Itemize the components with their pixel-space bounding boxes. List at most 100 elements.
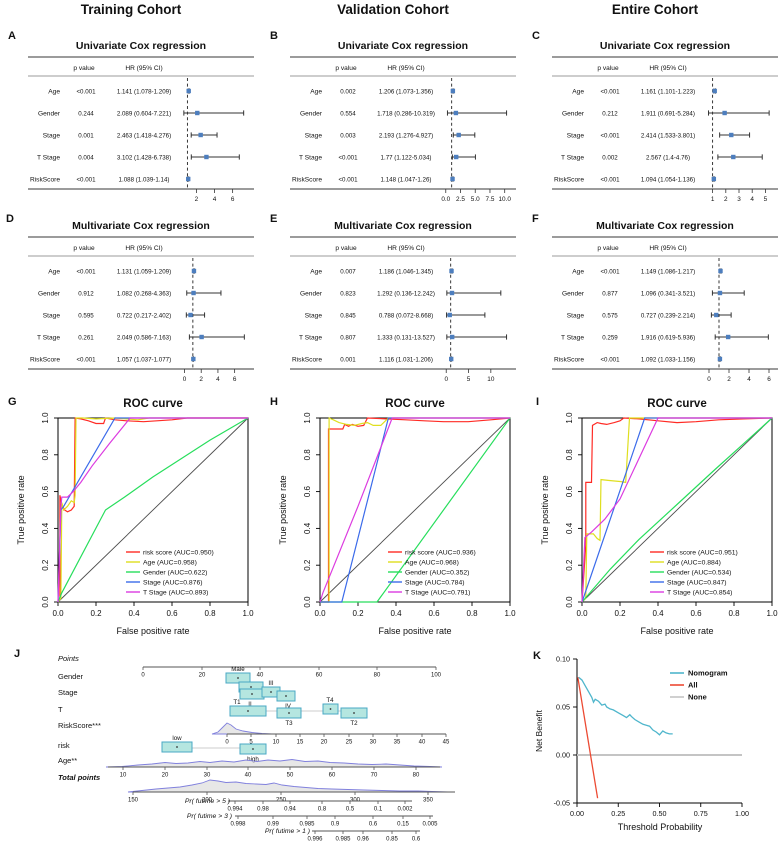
svg-text:1.206 (1.073-1.356): 1.206 (1.073-1.356) bbox=[379, 88, 433, 95]
svg-text:Univariate Cox regression: Univariate Cox regression bbox=[76, 40, 206, 52]
svg-text:80: 80 bbox=[413, 773, 420, 779]
svg-text:Total points: Total points bbox=[58, 773, 100, 782]
svg-text:0.6: 0.6 bbox=[412, 837, 421, 841]
svg-text:25: 25 bbox=[346, 740, 353, 746]
svg-text:<0.001: <0.001 bbox=[76, 176, 96, 183]
svg-text:False positive rate: False positive rate bbox=[116, 626, 189, 636]
svg-text:1.088 (1.039-1.14): 1.088 (1.039-1.14) bbox=[119, 176, 170, 183]
svg-text:Stage: Stage bbox=[305, 312, 323, 319]
svg-text:T4: T4 bbox=[326, 697, 334, 704]
svg-text:1.092 (1.033-1.156): 1.092 (1.033-1.156) bbox=[641, 356, 695, 363]
svg-text:T3: T3 bbox=[285, 720, 293, 727]
svg-text:0.0: 0.0 bbox=[303, 596, 312, 608]
svg-text:Gender: Gender bbox=[300, 290, 323, 297]
svg-text:high: high bbox=[247, 756, 259, 763]
svg-text:0.595: 0.595 bbox=[78, 312, 94, 319]
svg-text:0.9: 0.9 bbox=[331, 822, 340, 828]
svg-text:Age: Age bbox=[48, 88, 60, 95]
svg-text:6: 6 bbox=[231, 196, 235, 203]
svg-text:Gender: Gender bbox=[562, 290, 585, 297]
svg-text:0: 0 bbox=[183, 376, 187, 383]
svg-text:2: 2 bbox=[195, 196, 199, 203]
svg-text:0.212: 0.212 bbox=[602, 110, 618, 117]
svg-text:Multivariate Cox regression: Multivariate Cox regression bbox=[72, 220, 210, 232]
svg-text:ROC curve: ROC curve bbox=[385, 398, 444, 410]
svg-text:1.0: 1.0 bbox=[565, 412, 574, 424]
svg-text:0.10: 0.10 bbox=[556, 655, 570, 664]
svg-text:RiskScore: RiskScore bbox=[554, 176, 584, 183]
svg-text:T Stage: T Stage bbox=[561, 154, 584, 161]
svg-text:<0.001: <0.001 bbox=[76, 268, 96, 275]
svg-text:40: 40 bbox=[419, 740, 426, 746]
svg-text:p value: p value bbox=[335, 65, 357, 72]
svg-text:1.149 (1.086-1.217): 1.149 (1.086-1.217) bbox=[641, 268, 695, 275]
svg-text:0.6: 0.6 bbox=[428, 609, 440, 618]
svg-text:Gender: Gender bbox=[38, 110, 61, 117]
svg-text:5: 5 bbox=[467, 376, 471, 383]
svg-text:Age (AUC=0.958): Age (AUC=0.958) bbox=[143, 559, 197, 566]
svg-text:T Stage (AUC=0.893): T Stage (AUC=0.893) bbox=[143, 589, 208, 596]
svg-text:Gender: Gender bbox=[300, 110, 323, 117]
svg-text:10: 10 bbox=[120, 773, 127, 779]
panel-letter-k: K bbox=[533, 650, 541, 662]
svg-text:RiskScore: RiskScore bbox=[30, 176, 60, 183]
svg-text:10.0: 10.0 bbox=[498, 196, 511, 203]
svg-text:RiskScore: RiskScore bbox=[554, 356, 584, 363]
panel-letter-e: E bbox=[270, 213, 278, 225]
svg-text:Univariate Cox regression: Univariate Cox regression bbox=[338, 40, 468, 52]
svg-text:p value: p value bbox=[597, 65, 619, 72]
svg-text:1.148 (1.047-1.26): 1.148 (1.047-1.26) bbox=[381, 176, 432, 183]
svg-text:40: 40 bbox=[257, 673, 264, 679]
svg-text:30: 30 bbox=[204, 773, 211, 779]
panel-letter-j: J bbox=[14, 648, 21, 660]
svg-text:Age: Age bbox=[572, 88, 584, 95]
svg-text:<0.001: <0.001 bbox=[600, 88, 620, 95]
svg-text:p value: p value bbox=[73, 65, 95, 72]
svg-text:<0.001: <0.001 bbox=[600, 132, 620, 139]
svg-text:0.8: 0.8 bbox=[303, 449, 312, 461]
svg-text:2.5: 2.5 bbox=[456, 196, 465, 203]
svg-text:Stage (AUC=0.847): Stage (AUC=0.847) bbox=[667, 579, 727, 586]
svg-text:0.4: 0.4 bbox=[390, 609, 402, 618]
panel-letter-b: B bbox=[270, 30, 278, 42]
svg-text:10: 10 bbox=[273, 740, 280, 746]
svg-text:0.0: 0.0 bbox=[314, 609, 326, 618]
svg-text:350: 350 bbox=[423, 798, 434, 804]
svg-text:Pr( futime > 1 ): Pr( futime > 1 ) bbox=[265, 828, 310, 835]
svg-text:45: 45 bbox=[443, 740, 450, 746]
svg-text:Univariate Cox regression: Univariate Cox regression bbox=[600, 40, 730, 52]
svg-text:Gender (AUC=0.352): Gender (AUC=0.352) bbox=[405, 569, 469, 576]
svg-text:0.2: 0.2 bbox=[614, 609, 626, 618]
svg-text:True positive rate: True positive rate bbox=[278, 475, 288, 544]
svg-text:0.4: 0.4 bbox=[303, 522, 312, 534]
svg-text:150: 150 bbox=[128, 798, 139, 804]
svg-text:35: 35 bbox=[394, 740, 401, 746]
svg-text:0.002: 0.002 bbox=[340, 88, 356, 95]
svg-text:1.0: 1.0 bbox=[41, 412, 50, 424]
svg-text:RiskScore: RiskScore bbox=[292, 356, 322, 363]
svg-text:0: 0 bbox=[141, 673, 145, 679]
svg-text:2.089 (0.604-7.221): 2.089 (0.604-7.221) bbox=[117, 110, 171, 117]
svg-text:0.00: 0.00 bbox=[570, 809, 584, 818]
svg-text:0.94: 0.94 bbox=[284, 807, 296, 813]
panel-k-decision-curve: -0.05 0.00 0.05 0.10 0.00 0.25 0.50 0.75 1.00 Net… bbox=[520, 645, 784, 841]
svg-text:1.141 (1.078-1.209): 1.141 (1.078-1.209) bbox=[117, 88, 171, 95]
svg-text:0.4: 0.4 bbox=[565, 522, 574, 534]
svg-text:50: 50 bbox=[287, 773, 294, 779]
svg-text:0.003: 0.003 bbox=[340, 132, 356, 139]
svg-text:6: 6 bbox=[767, 376, 771, 383]
svg-text:0.996: 0.996 bbox=[307, 837, 323, 841]
svg-text:RiskScore: RiskScore bbox=[30, 356, 60, 363]
svg-text:3: 3 bbox=[737, 196, 741, 203]
panel-a-univariate-forest-training: Univariate Cox regression p value HR (95% … bbox=[14, 38, 258, 210]
svg-text:0.722 (0.217-2.402): 0.722 (0.217-2.402) bbox=[117, 312, 171, 319]
svg-text:1.292 (0.136-12.242): 1.292 (0.136-12.242) bbox=[377, 290, 435, 297]
svg-text:0.994: 0.994 bbox=[227, 807, 243, 813]
svg-text:0.244: 0.244 bbox=[78, 110, 94, 117]
svg-text:1: 1 bbox=[711, 196, 715, 203]
svg-text:Stage (AUC=0.876): Stage (AUC=0.876) bbox=[143, 579, 203, 586]
svg-text:0.8: 0.8 bbox=[41, 449, 50, 461]
svg-text:HR (95% CI): HR (95% CI) bbox=[125, 245, 162, 252]
svg-text:HR (95% CI): HR (95% CI) bbox=[387, 245, 424, 252]
panel-e-multivariate-forest-validation: Multivariate Cox regression p value HR (95… bbox=[276, 218, 520, 390]
